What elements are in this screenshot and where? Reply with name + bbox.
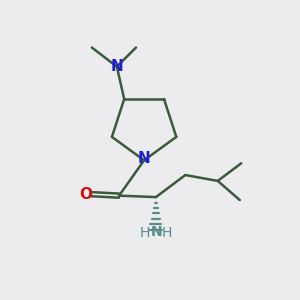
Text: H: H — [162, 226, 172, 240]
Text: N: N — [138, 151, 151, 166]
Text: N: N — [151, 225, 162, 239]
Text: O: O — [79, 187, 92, 202]
Text: N: N — [110, 59, 123, 74]
Text: H: H — [140, 226, 150, 240]
